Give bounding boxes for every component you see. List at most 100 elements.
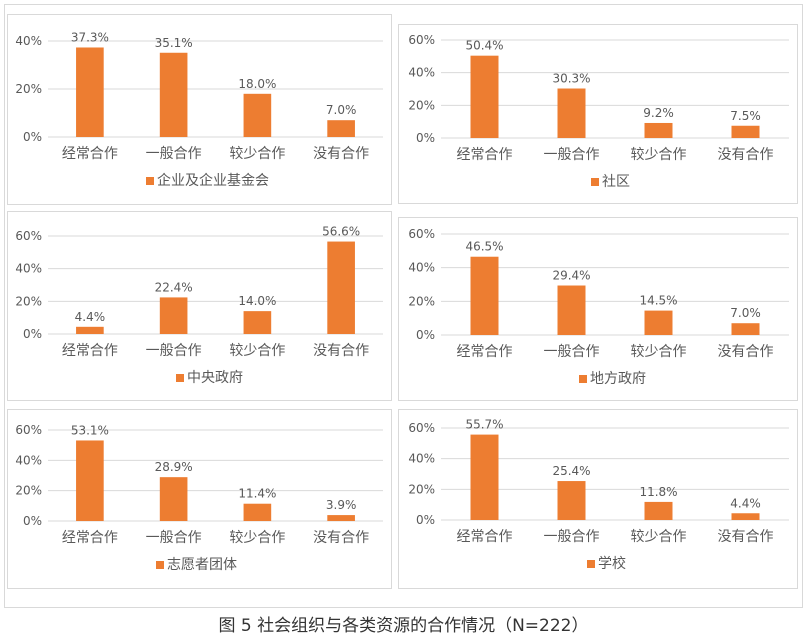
x-category-label: 没有合作 (313, 530, 369, 546)
y-tick-label: 20% (15, 294, 42, 308)
bar (731, 125, 760, 138)
y-tick-label: 60% (15, 229, 42, 243)
legend-label: 学校 (598, 555, 626, 572)
y-tick-label: 40% (408, 66, 435, 80)
legend-label: 企业及企业基金会 (157, 172, 269, 189)
x-category-label: 较少合作 (631, 344, 687, 360)
legend-swatch (176, 374, 184, 382)
bar (76, 47, 104, 138)
x-category-label: 经常合作 (457, 147, 513, 163)
y-tick-label: 0% (23, 130, 42, 144)
data-label: 14.5% (639, 294, 677, 308)
bar (470, 55, 499, 138)
x-category-label: 较少合作 (229, 530, 285, 546)
y-tick-label: 20% (408, 294, 435, 308)
data-label: 56.6% (322, 225, 360, 239)
figure-caption: 图 5 社会组织与各类资源的合作情况（N=222） (218, 616, 589, 636)
chart-svg: 0% 20% 40% 60% 53.1% 经常合作 28.9% 一般合作 11.4% 较少合作 3.… (15, 423, 383, 573)
bar (731, 323, 760, 335)
y-tick-label: 60% (408, 227, 435, 241)
y-tick-label: 0% (416, 513, 435, 527)
bar (76, 326, 104, 334)
data-label: 7.5% (730, 109, 761, 123)
x-category-label: 一般合作 (544, 529, 600, 545)
legend-swatch (146, 177, 154, 185)
data-label: 29.4% (552, 269, 590, 283)
chart-svg: 0% 20% 40% 60% 50.4% 经常合作 30.3% 一般合作 9.2% 较少合作 7.5… (408, 33, 789, 190)
chart-panel: 0% 20% 40% 60% 4.4% 经常合作 22.4% 一般合作 14.0% 较少合作 56.… (7, 211, 392, 401)
bar (731, 513, 760, 520)
chart-svg: 0% 20% 40% 60% 55.7% 经常合作 25.4% 一般合作 11.8% 较少合作 4.… (408, 418, 789, 572)
x-category-label: 较少合作 (229, 146, 285, 162)
y-tick-label: 40% (15, 262, 42, 276)
bar (644, 501, 673, 520)
data-label: 4.4% (75, 310, 106, 324)
x-category-label: 较少合作 (229, 343, 285, 359)
data-label: 30.3% (552, 72, 590, 86)
chart-svg: 0% 20% 40% 60% 4.4% 经常合作 22.4% 一般合作 14.0% 较少合作 56.… (15, 225, 383, 386)
figure-frame (4, 4, 803, 608)
legend-label: 中央政府 (187, 370, 243, 386)
x-category-label: 没有合作 (718, 147, 774, 163)
chart-panel: 0% 20% 40% 60% 53.1% 经常合作 28.9% 一般合作 11.4% 较少合作 3.… (7, 409, 392, 589)
y-tick-label: 40% (408, 452, 435, 466)
y-tick-label: 0% (416, 131, 435, 145)
y-tick-label: 60% (408, 33, 435, 47)
bar (644, 310, 673, 335)
data-label: 4.4% (730, 496, 761, 510)
legend-swatch (579, 375, 587, 383)
data-label: 55.7% (465, 418, 503, 432)
y-tick-label: 20% (408, 482, 435, 496)
x-category-label: 一般合作 (146, 530, 202, 546)
data-label: 35.1% (155, 36, 193, 50)
legend-swatch (156, 561, 164, 569)
data-label: 22.4% (155, 280, 193, 294)
legend-swatch (591, 178, 599, 186)
data-label: 11.4% (238, 487, 276, 501)
bar (557, 88, 586, 138)
chart-panel: 0% 20% 40% 60% 46.5% 经常合作 29.4% 一般合作 14.5% 较少合作 7.… (398, 217, 798, 401)
y-tick-label: 60% (15, 423, 42, 437)
y-tick-label: 0% (416, 328, 435, 342)
bar (243, 311, 272, 334)
bar (159, 52, 188, 138)
y-tick-label: 20% (15, 484, 42, 498)
x-category-label: 没有合作 (313, 343, 369, 359)
bar (557, 481, 586, 520)
data-label: 9.2% (643, 106, 674, 120)
x-category-label: 一般合作 (544, 147, 600, 163)
y-tick-label: 40% (15, 34, 42, 48)
y-tick-label: 0% (23, 514, 42, 528)
bar (644, 122, 673, 138)
data-label: 11.8% (639, 485, 677, 499)
chart-svg: 0% 20% 40% 37.3% 经常合作 35.1% 一般合作 18.0% 较少合作 7.0% 没… (15, 30, 383, 189)
legend-label: 地方政府 (590, 371, 646, 387)
x-category-label: 没有合作 (718, 529, 774, 545)
y-tick-label: 40% (408, 261, 435, 275)
y-tick-label: 20% (15, 82, 42, 96)
bar (243, 93, 272, 137)
chart-panel: 0% 20% 40% 60% 55.7% 经常合作 25.4% 一般合作 11.8% 较少合作 4.… (398, 409, 798, 589)
bar (159, 297, 188, 334)
x-category-label: 经常合作 (62, 530, 118, 546)
bar (76, 440, 104, 521)
x-category-label: 经常合作 (457, 344, 513, 360)
data-label: 14.0% (238, 294, 276, 308)
x-category-label: 较少合作 (631, 147, 687, 163)
bar (159, 477, 188, 521)
x-category-label: 经常合作 (62, 146, 118, 162)
legend-label: 社区 (602, 174, 630, 190)
data-label: 46.5% (465, 240, 503, 254)
bar (327, 120, 355, 137)
data-label: 7.0% (730, 306, 761, 320)
data-label: 50.4% (465, 39, 503, 53)
data-label: 53.1% (71, 423, 109, 437)
x-category-label: 一般合作 (146, 343, 202, 359)
bar (327, 241, 355, 334)
data-label: 7.0% (326, 103, 357, 117)
data-label: 37.3% (71, 30, 109, 44)
x-category-label: 一般合作 (544, 344, 600, 360)
y-tick-label: 20% (408, 98, 435, 112)
x-category-label: 没有合作 (718, 344, 774, 360)
bar (243, 503, 272, 521)
